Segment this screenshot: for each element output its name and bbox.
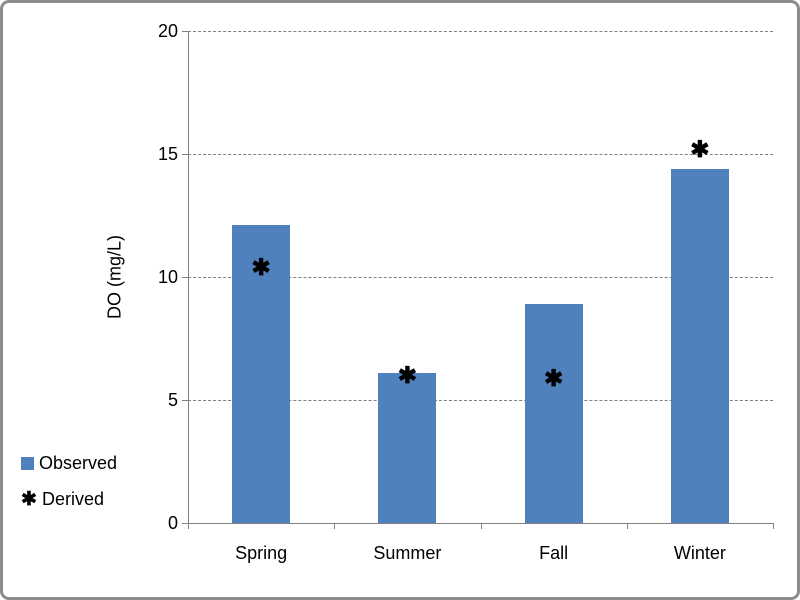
bar-summer (378, 372, 437, 523)
bar-fall (524, 304, 583, 523)
x-tick-mark-2 (480, 524, 482, 529)
legend-item-derived: ✱ Derived (21, 489, 104, 510)
y-tick-label-15: 15 (157, 144, 178, 164)
x-category-label-spring: Spring (235, 543, 288, 563)
bar-spring (232, 225, 291, 523)
x-category-label-summer: Summer (373, 543, 442, 563)
y-tick-mark-10 (182, 277, 188, 278)
legend-item-observed: Observed (21, 453, 117, 474)
x-tick-mark-0 (188, 524, 189, 529)
marker-winter: ✱ (690, 136, 710, 163)
marker-fall: ✱ (543, 364, 564, 391)
y-tick-label-20: 20 (157, 21, 178, 41)
gridline-10 (188, 277, 773, 278)
marker-summer: ✱ (397, 362, 418, 389)
bar-winter (670, 168, 729, 523)
y-tick-label-10: 10 (157, 267, 178, 287)
derived-marker-icon: ✱ (21, 488, 37, 510)
legend-label-observed: Observed (39, 453, 118, 473)
y-axis-title: DO (mg/L) (104, 234, 125, 320)
gridline-20 (188, 31, 773, 32)
y-tick-mark-5 (182, 400, 188, 401)
x-tick-mark-3 (626, 524, 628, 529)
observed-swatch-icon (21, 457, 34, 470)
y-tick-mark-0 (182, 523, 188, 524)
marker-spring: ✱ (251, 254, 271, 281)
x-tick-mark-4 (773, 524, 774, 529)
x-tick-mark-1 (334, 524, 336, 529)
y-tick-label-5: 5 (167, 390, 178, 410)
y-tick-label-0: 0 (167, 513, 178, 533)
y-tick-mark-20 (182, 31, 188, 32)
x-category-label-winter: Winter (673, 543, 726, 563)
legend-label-derived: Derived (42, 489, 105, 509)
gridline-5 (188, 400, 773, 401)
gridline-15 (188, 154, 773, 155)
y-tick-mark-15 (182, 154, 188, 155)
x-category-label-fall: Fall (539, 543, 569, 563)
